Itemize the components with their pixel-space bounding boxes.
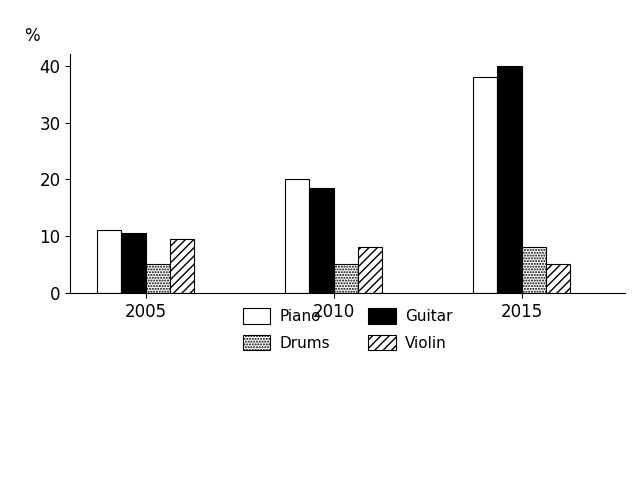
Bar — [285, 179, 309, 293]
Bar — [522, 247, 546, 293]
Bar — [170, 239, 195, 293]
Bar — [97, 230, 121, 293]
Bar — [309, 188, 333, 293]
Bar — [546, 265, 570, 293]
Bar — [333, 265, 358, 293]
Bar — [121, 233, 145, 293]
Legend: Piano, Drums, Guitar, Violin: Piano, Drums, Guitar, Violin — [237, 302, 459, 357]
Bar — [497, 66, 522, 293]
Bar — [473, 77, 497, 293]
Bar — [358, 247, 383, 293]
Y-axis label: %: % — [24, 27, 39, 45]
Bar — [145, 265, 170, 293]
